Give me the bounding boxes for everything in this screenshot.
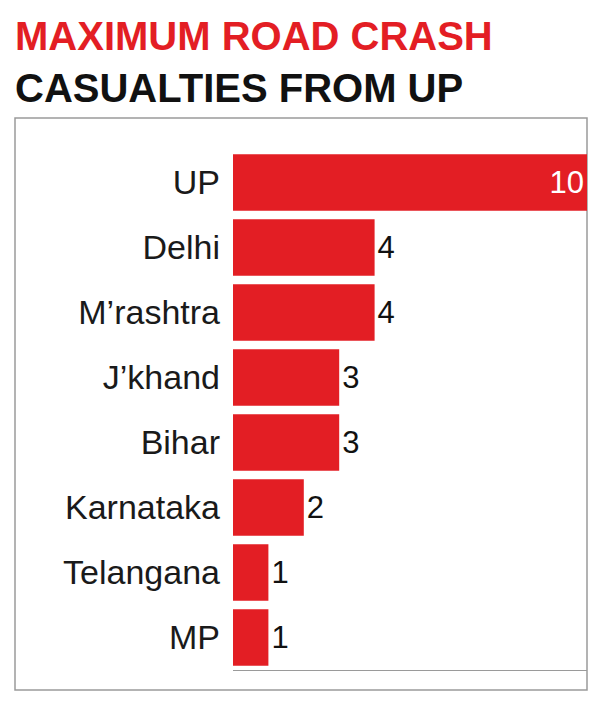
- svg-text:1: 1: [271, 555, 288, 590]
- svg-text:MAXIMUM ROAD CRASHCASUALTIES F: MAXIMUM ROAD CRASHCASUALTIES FROM UP: [15, 14, 493, 110]
- svg-text:1: 1: [271, 620, 288, 655]
- svg-text:3: 3: [342, 360, 359, 395]
- svg-text:10: 10: [550, 165, 584, 200]
- svg-text:2: 2: [307, 490, 324, 525]
- svg-text:Bihar: Bihar: [141, 423, 220, 461]
- svg-text:4: 4: [378, 295, 395, 330]
- svg-text:J’khand: J’khand: [103, 358, 220, 396]
- svg-text:Delhi: Delhi: [143, 228, 220, 266]
- svg-text:4: 4: [378, 230, 395, 265]
- svg-text:MP: MP: [169, 618, 220, 656]
- svg-text:Karnataka: Karnataka: [65, 488, 220, 526]
- svg-text:Telangana: Telangana: [63, 553, 220, 591]
- svg-text:UP: UP: [173, 163, 220, 201]
- svg-text:3: 3: [342, 425, 359, 460]
- svg-text:M’rashtra: M’rashtra: [78, 293, 220, 331]
